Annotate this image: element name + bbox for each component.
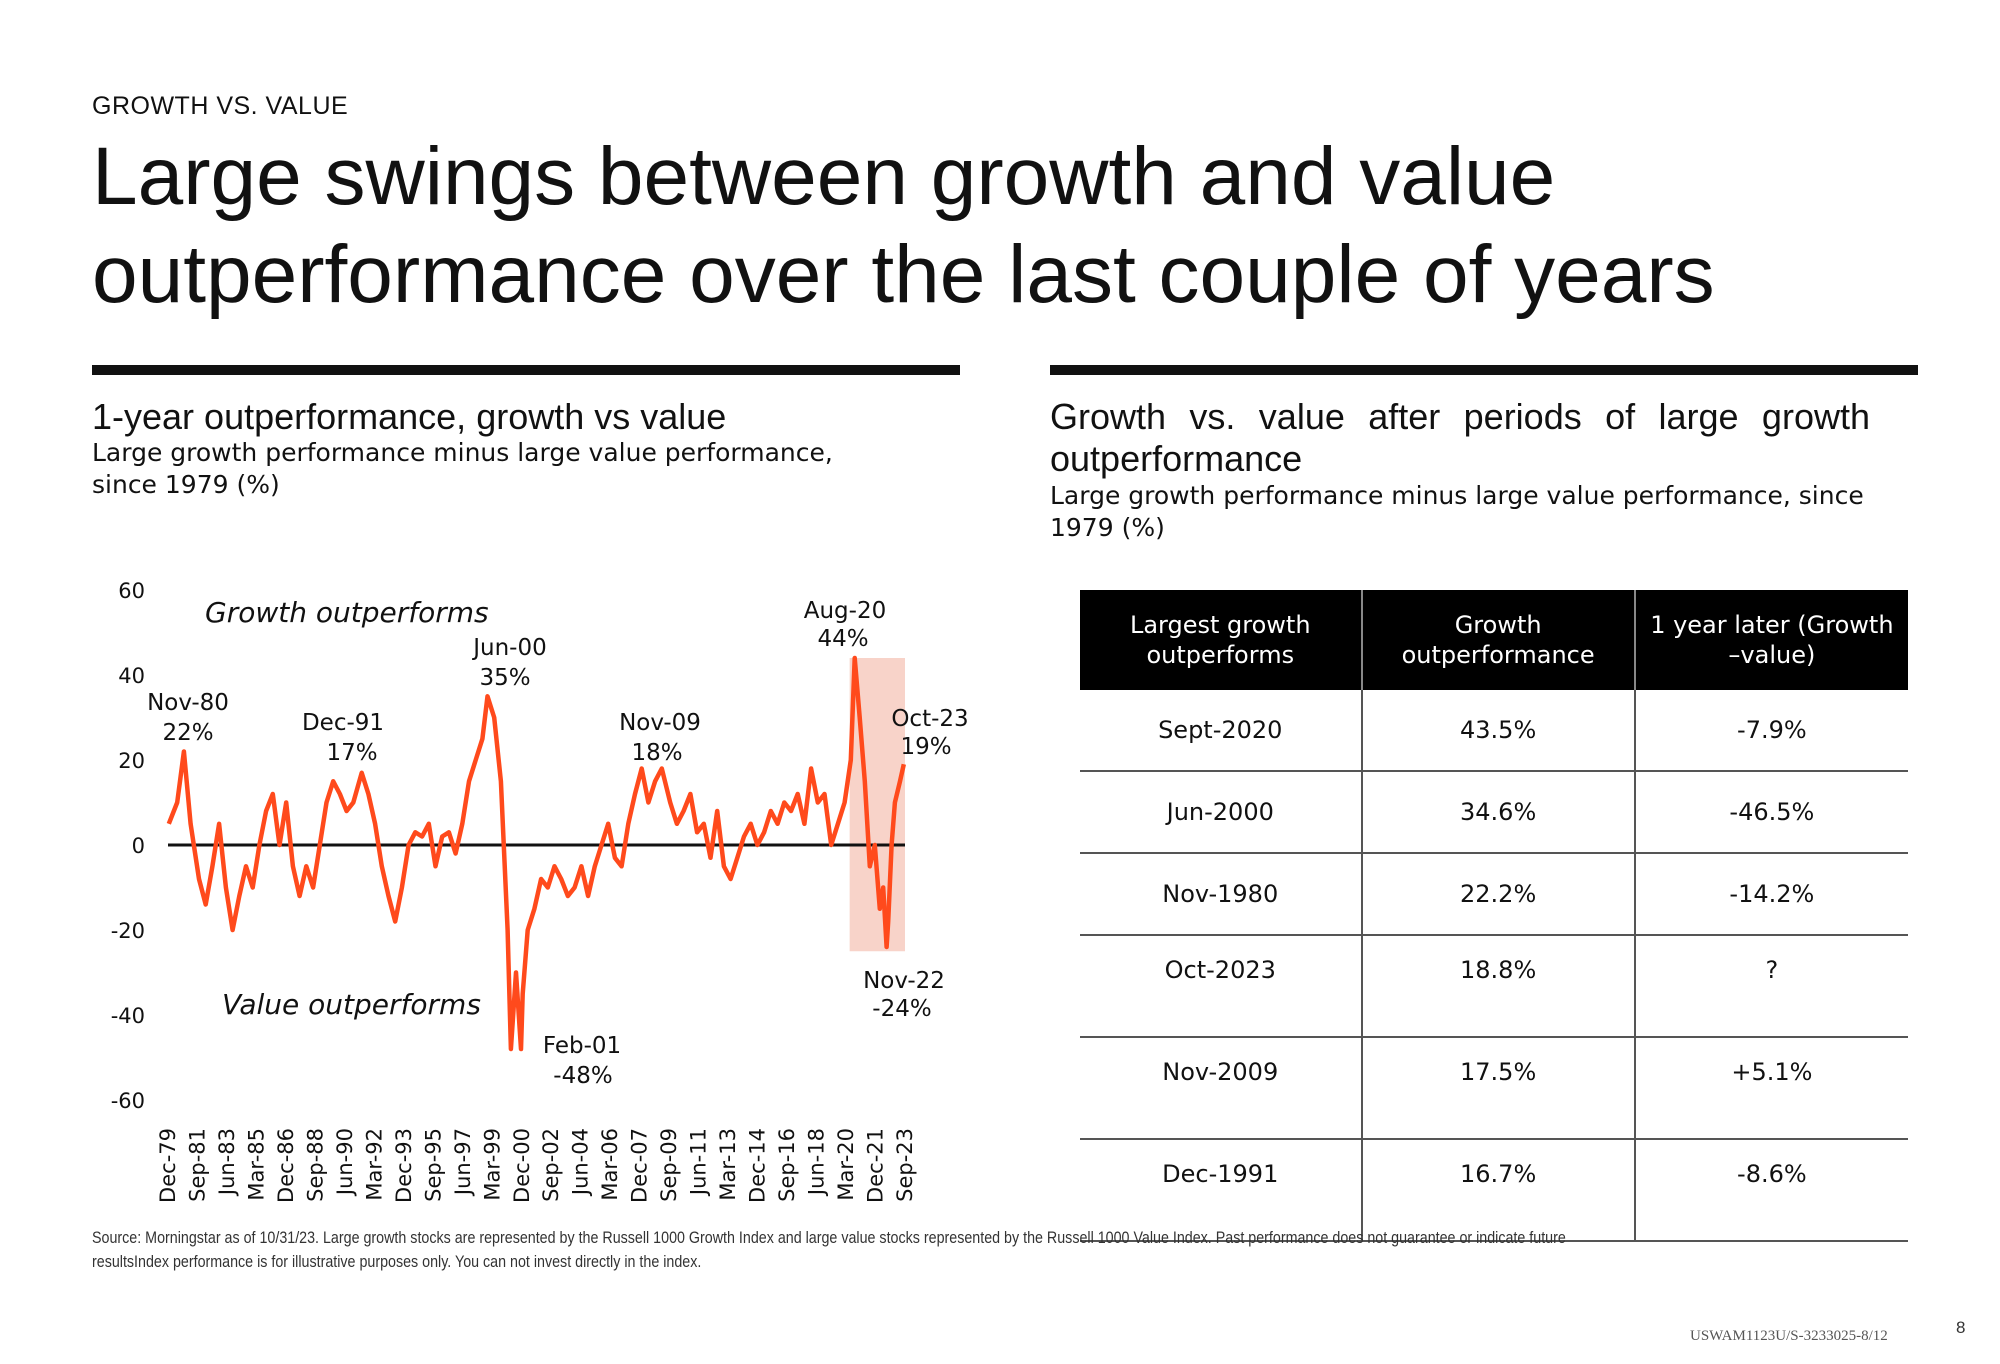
x-tick-label: Sep-16	[775, 1128, 799, 1202]
x-tick-label: Dec-93	[392, 1128, 416, 1203]
period-cell: Nov-1980	[1080, 853, 1362, 936]
x-tick-label: Mar-06	[598, 1128, 622, 1201]
annotation-label: Oct-23	[891, 706, 968, 732]
one-year-later-cell: -14.2%	[1633, 853, 1908, 936]
table-heading: Growth vs. value after periods of large …	[1050, 396, 1870, 479]
x-tick-label: Mar-85	[244, 1128, 268, 1201]
left-divider	[92, 365, 960, 375]
annotation-label: Feb-01	[543, 1033, 621, 1059]
annotation-label: Aug-20	[804, 598, 886, 624]
annotation-label: Nov-22	[863, 968, 945, 994]
annotation-value: 18%	[631, 740, 682, 766]
annotation-value: 19%	[900, 734, 951, 760]
table-row: Nov-1980 22.2% -14.2%	[1080, 853, 1908, 936]
y-tick-label: 60	[118, 579, 145, 603]
outperformance-cell: 18.8%	[1360, 935, 1635, 1038]
x-tick-label: Mar-20	[834, 1128, 858, 1201]
one-year-later-cell: ?	[1633, 935, 1908, 1038]
x-tick-label: Mar-99	[480, 1128, 504, 1201]
annotation-label: Dec-91	[302, 710, 384, 736]
x-tick-label: Jun-83	[215, 1128, 239, 1197]
annotation-label: Nov-80	[147, 690, 229, 716]
growth-outperformance-table: Largest growth outperforms Growth outper…	[1080, 590, 1908, 1242]
table-subtitle: Large growth performance minus large val…	[1050, 481, 1864, 542]
x-tick-label: Dec-07	[628, 1128, 652, 1203]
outperformance-cell: 22.2%	[1360, 853, 1635, 936]
annotation-value: 17%	[326, 740, 377, 766]
table-row: Dec-1991 16.7% -8.6%	[1080, 1139, 1908, 1242]
x-tick-label: Mar-13	[716, 1128, 740, 1201]
x-tick-label: Sep-81	[185, 1128, 209, 1202]
annotation-value: -24%	[872, 996, 931, 1022]
annotation-value: 22%	[162, 720, 213, 746]
one-year-later-cell: -8.6%	[1633, 1139, 1908, 1242]
period-cell: Oct-2023	[1080, 935, 1362, 1038]
y-tick-label: -20	[111, 919, 145, 943]
table-row: Sept-2020 43.5% -7.9%	[1080, 690, 1908, 772]
period-cell: Jun-2000	[1080, 771, 1362, 854]
x-tick-label: Dec-21	[864, 1128, 888, 1203]
y-tick-label: 20	[118, 749, 145, 773]
x-tick-label: Jun-04	[569, 1128, 593, 1197]
y-tick-label: 40	[118, 664, 145, 688]
annotation-label: Nov-09	[619, 710, 701, 736]
header-largest-growth: Largest growth outperforms	[1080, 590, 1362, 690]
source-footnote: Source: Morningstar as of 10/31/23. Larg…	[92, 1228, 1566, 1271]
outperformance-cell: 34.6%	[1360, 771, 1635, 854]
table-row: Jun-2000 34.6% -46.5%	[1080, 771, 1908, 854]
outperformance-series-line	[166, 655, 906, 1052]
x-tick-label: Jun-11	[687, 1128, 711, 1197]
annotation-label: Jun-00	[471, 635, 547, 661]
page-number: 8	[1956, 1318, 1966, 1337]
header-growth-outperformance: Growth outperformance	[1360, 590, 1635, 690]
growth-outperforms-label: Growth outperforms	[205, 596, 489, 629]
outperformance-cell: 16.7%	[1360, 1139, 1635, 1242]
one-year-later-cell: +5.1%	[1633, 1037, 1908, 1140]
period-cell: Sept-2020	[1080, 690, 1362, 772]
y-tick-label: -40	[111, 1004, 145, 1028]
chart-subtitle: Large growth performance minus large val…	[92, 438, 833, 499]
x-tick-label: Sep-88	[303, 1128, 327, 1202]
eyebrow-label: GROWTH VS. VALUE	[92, 92, 349, 120]
x-tick-label: Jun-90	[333, 1128, 357, 1197]
one-year-later-cell: -46.5%	[1633, 771, 1908, 854]
period-cell: Nov-2009	[1080, 1037, 1362, 1140]
annotation-value: 35%	[479, 665, 530, 691]
one-year-later-cell: -7.9%	[1633, 690, 1908, 772]
chart-heading: 1-year outperformance, growth vs value	[92, 396, 727, 437]
table-row: Nov-2009 17.5% +5.1%	[1080, 1037, 1908, 1140]
right-divider	[1050, 365, 1918, 375]
x-tick-label: Sep-09	[657, 1128, 681, 1202]
x-tick-label: Sep-23	[893, 1128, 917, 1202]
header-one-year-later: 1 year later (Growth –value)	[1633, 590, 1908, 690]
y-tick-label: 0	[132, 834, 145, 858]
x-tick-label: Jun-97	[451, 1128, 475, 1197]
x-tick-label: Dec-14	[746, 1128, 770, 1203]
x-tick-label: Mar-92	[362, 1128, 386, 1201]
x-tick-label: Dec-79	[156, 1128, 180, 1203]
x-tick-label: Sep-95	[421, 1128, 445, 1202]
outperformance-cell: 43.5%	[1360, 690, 1635, 772]
outperformance-cell: 17.5%	[1360, 1037, 1635, 1140]
table-header-row: Largest growth outperforms Growth outper…	[1080, 590, 1908, 690]
annotation-value: -48%	[553, 1063, 612, 1089]
x-tick-label: Jun-18	[805, 1128, 829, 1197]
value-outperforms-label: Value outperforms	[222, 988, 481, 1021]
x-tick-label: Dec-00	[510, 1128, 534, 1203]
y-tick-label: -60	[111, 1089, 145, 1113]
annotation-value: 44%	[817, 626, 868, 652]
outperformance-line-chart: 60 40 20 0 -20 -40 -60 Dec-79 Sep-81 Jun-83 Mar-85…	[111, 579, 969, 1203]
page-title: Large swings between growth and value ou…	[92, 131, 1715, 320]
x-tick-label: Dec-86	[274, 1128, 298, 1203]
period-cell: Dec-1991	[1080, 1139, 1362, 1242]
table-row: Oct-2023 18.8% ?	[1080, 935, 1908, 1038]
x-tick-label: Sep-02	[539, 1128, 563, 1202]
document-id: USWAM1123U/S-3233025-8/12	[1690, 1328, 1888, 1344]
